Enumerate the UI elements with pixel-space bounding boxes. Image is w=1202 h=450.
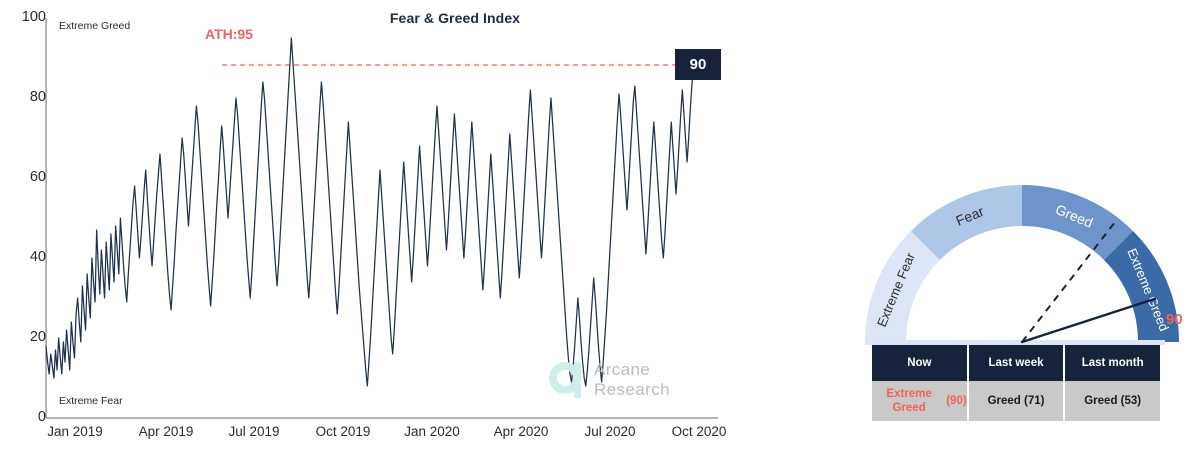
y-tick-20: 20 [29,329,46,345]
ath-annotation-label: ATH:95 [205,26,253,42]
x-tick-apr-2019: Apr 2019 [138,424,194,439]
x-tick-jul-2019: Jul 2019 [228,424,280,439]
y-tick-100: 100 [21,9,46,25]
table-cell-last-week: Greed (71) [968,381,1066,421]
table-cell-last-month: Greed (53) [1065,381,1161,421]
fear-greed-summary-table: Now Last week Last month Extreme Greed (… [872,345,1161,421]
gauge-baseline [865,340,1165,345]
band-label-extreme-fear: Extreme Fear [59,395,123,407]
table-header-row: Now Last week Last month [872,345,1161,381]
gauge-segment-extreme-fear [865,230,940,342]
gauge-value-label: 90 [1166,311,1183,328]
gauge-needle-current [1020,297,1157,344]
gauge-segments [865,185,1179,342]
table-cell-now: Extreme Greed (90) [872,381,969,421]
x-tick-jul-2020: Jul 2020 [584,424,636,439]
y-tick-60: 60 [29,169,46,185]
table-header-last-week: Last week [968,345,1066,381]
chart-plot-area [45,18,718,419]
x-tick-oct-2019: Oct 2019 [315,424,371,439]
gauge-segment-extreme-greed [1104,230,1179,342]
y-tick-40: 40 [29,249,46,265]
watermark: Arcane Research [545,358,670,402]
x-tick-oct-2020: Oct 2020 [671,424,727,439]
table-cell-now-line2: (90) [946,395,967,407]
watermark-brand: Arcane [594,360,651,379]
x-tick-jan-2020: Jan 2020 [404,424,460,439]
table-header-last-month: Last month [1065,345,1161,381]
current-value-badge: 90 [675,49,721,80]
y-axis-ticks: 100 80 60 40 20 0 [0,0,46,450]
table-row: Extreme Greed (90) Greed (71) Greed (53) [872,381,1161,421]
fear-greed-line-chart: Fear & Greed Index 100 80 60 40 20 0 Jan… [0,0,727,450]
x-tick-jan-2019: Jan 2019 [47,424,103,439]
y-tick-0: 0 [37,409,46,425]
gauge-segment-fear [910,185,1022,260]
chart-title: Fear & Greed Index [389,10,521,26]
watermark-sub: Research [594,380,670,399]
x-tick-apr-2020: Apr 2020 [493,424,549,439]
gauge-segment-greed [1022,185,1134,260]
y-tick-80: 80 [29,89,46,105]
gauge-panel: Extreme Fear Fear Greed Extreme Greed [855,185,1202,450]
band-label-extreme-greed: Extreme Greed [59,20,131,32]
arcane-a-logo-icon [549,362,581,398]
table-cell-now-line1: Extreme Greed [886,388,932,414]
table-header-now: Now [872,345,969,381]
watermark-text: Arcane Research [594,360,670,400]
